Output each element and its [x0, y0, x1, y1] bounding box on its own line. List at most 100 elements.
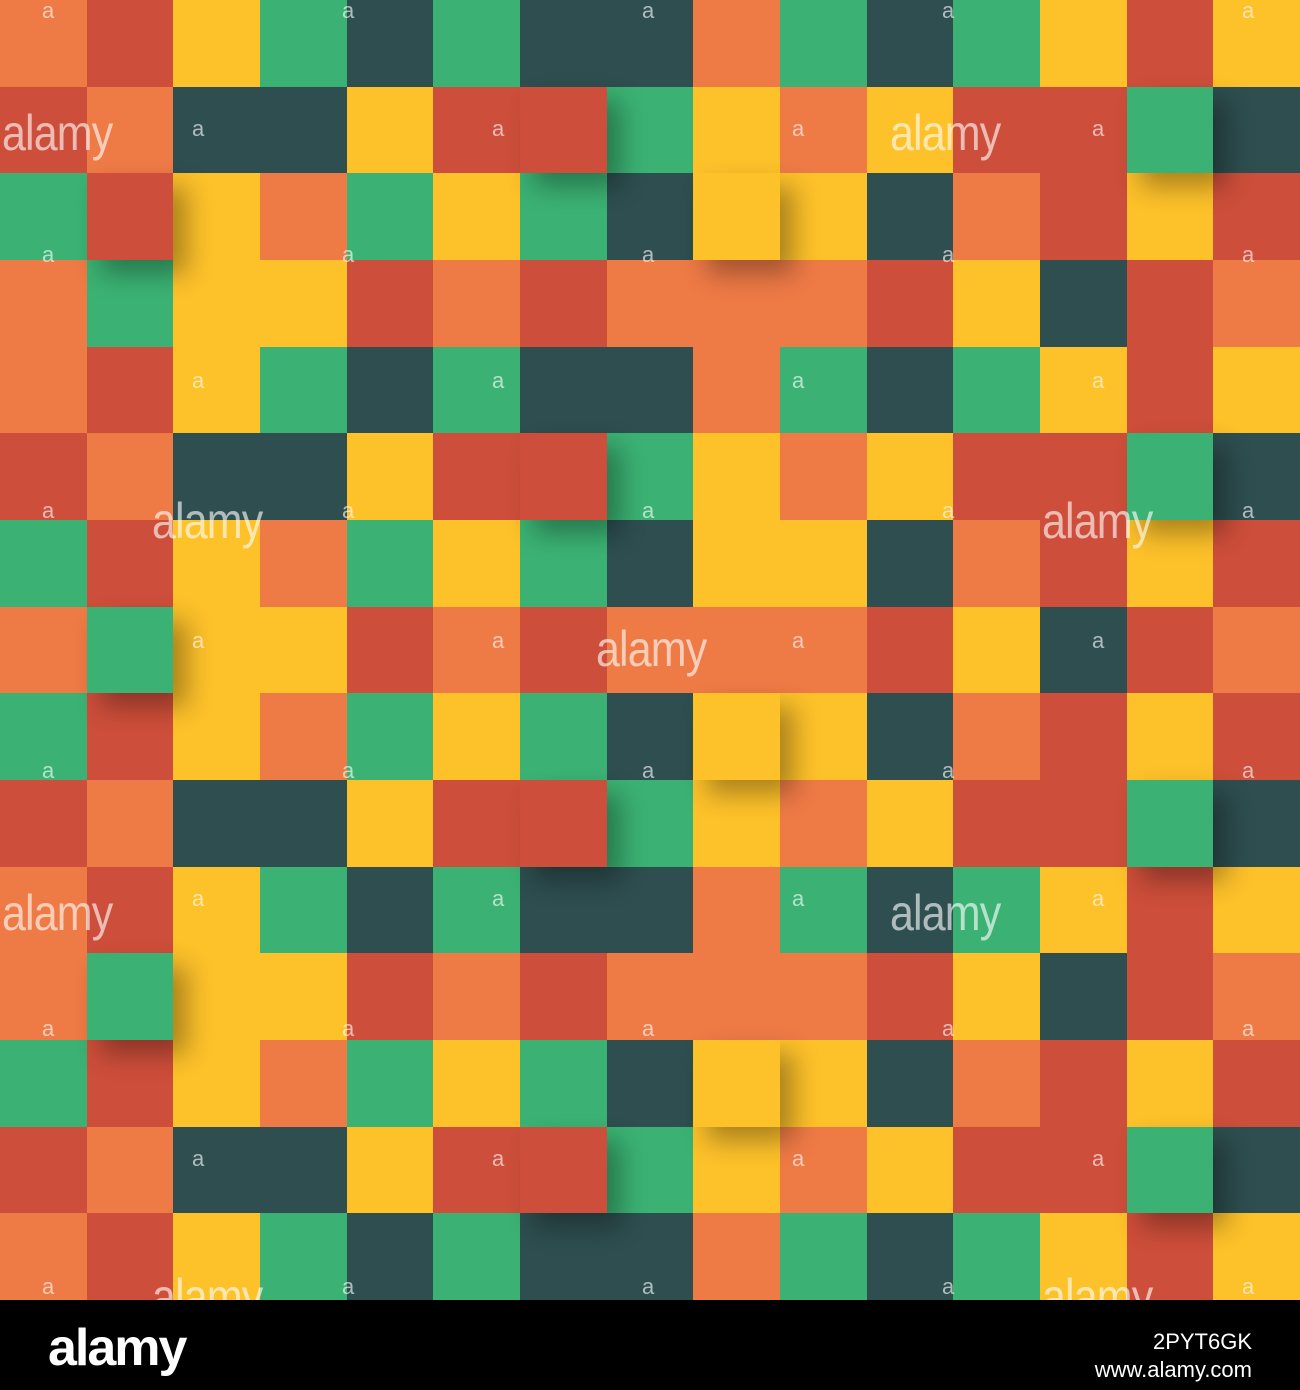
mosaic-tile	[780, 173, 868, 261]
mosaic-tile	[606, 86, 694, 174]
mosaic-tile	[780, 1040, 868, 1128]
mosaic-tile	[693, 520, 781, 608]
mosaic-tile	[1040, 433, 1128, 521]
mosaic-tile	[433, 1213, 521, 1300]
mosaic-tile	[780, 953, 868, 1041]
mosaic-tile	[1213, 606, 1300, 694]
mosaic-tile	[0, 693, 88, 781]
mosaic-tile	[260, 1126, 348, 1214]
mosaic-tile	[953, 953, 1041, 1041]
mosaic-tile	[260, 0, 348, 88]
mosaic-tile	[0, 520, 88, 608]
mosaic-tile	[1040, 780, 1128, 868]
mosaic-tile	[86, 866, 174, 954]
mosaic-tile	[173, 693, 261, 781]
mosaic-tile	[606, 260, 694, 348]
mosaic-tile	[866, 520, 954, 608]
mosaic-tile	[606, 173, 694, 261]
mosaic-tile	[866, 1213, 954, 1300]
mosaic-tile	[866, 346, 954, 434]
mosaic-tile	[433, 693, 521, 781]
mosaic-tile	[260, 693, 348, 781]
raised-tile	[86, 173, 174, 260]
mosaic-tile	[260, 1040, 348, 1128]
mosaic-tile	[1040, 693, 1128, 781]
mosaic-tile	[1040, 606, 1128, 694]
mosaic-tile	[520, 260, 608, 348]
mosaic-tile	[260, 86, 348, 174]
mosaic-tile	[866, 780, 954, 868]
mosaic-tile	[606, 0, 694, 88]
mosaic-tile	[86, 433, 174, 521]
mosaic-tile	[1040, 1040, 1128, 1128]
mosaic-tile	[520, 606, 608, 694]
mosaic-tile	[1040, 953, 1128, 1041]
mosaic-tile	[0, 866, 88, 954]
mosaic-tile	[433, 260, 521, 348]
mosaic-tile	[1213, 1126, 1300, 1214]
mosaic-tile	[86, 0, 174, 88]
mosaic-tile	[86, 1040, 174, 1128]
mosaic-tile	[780, 433, 868, 521]
mosaic-tile	[260, 780, 348, 868]
mosaic-tile	[780, 606, 868, 694]
mosaic-tile	[953, 260, 1041, 348]
mosaic-tile	[173, 86, 261, 174]
mosaic-tile	[260, 953, 348, 1041]
mosaic-tile	[260, 520, 348, 608]
mosaic-tile	[173, 953, 261, 1041]
mosaic-tile	[520, 953, 608, 1041]
mosaic-tile	[693, 0, 781, 88]
mosaic-tile	[173, 866, 261, 954]
mosaic-tile	[780, 86, 868, 174]
mosaic-tile	[1126, 866, 1214, 954]
mosaic-tile	[693, 346, 781, 434]
mosaic-tile	[260, 173, 348, 261]
mosaic-tile	[520, 1040, 608, 1128]
mosaic-tile	[173, 780, 261, 868]
mosaic-tile	[780, 260, 868, 348]
mosaic-tile	[433, 0, 521, 88]
mosaic-tile	[260, 433, 348, 521]
mosaic-tile	[693, 433, 781, 521]
mosaic-tile	[0, 780, 88, 868]
mosaic-tile	[1040, 86, 1128, 174]
mosaic-tile	[86, 346, 174, 434]
mosaic-tile	[346, 1040, 434, 1128]
mosaic-tile	[346, 0, 434, 88]
mosaic-tile	[1126, 953, 1214, 1041]
mosaic-tile	[953, 433, 1041, 521]
mosaic-tile	[346, 953, 434, 1041]
mosaic-tile	[606, 520, 694, 608]
mosaic-tile	[173, 346, 261, 434]
mosaic-tile	[260, 260, 348, 348]
mosaic-tile	[780, 520, 868, 608]
mosaic-tile	[953, 1126, 1041, 1214]
raised-tile	[86, 953, 174, 1040]
mosaic-tile	[953, 346, 1041, 434]
mosaic-tile	[1213, 520, 1300, 608]
mosaic-tile	[693, 260, 781, 348]
raised-tile	[520, 86, 607, 174]
image-id-block: 2PYT6GK www.alamy.com	[1095, 1328, 1252, 1383]
mosaic-tile	[866, 86, 954, 174]
mosaic-tile	[520, 693, 608, 781]
mosaic-tile	[1213, 173, 1300, 261]
mosaic-tile	[953, 173, 1041, 261]
mosaic-tile	[0, 606, 88, 694]
mosaic-tile	[346, 260, 434, 348]
raised-tile	[1126, 1126, 1214, 1214]
mosaic-tile	[433, 520, 521, 608]
mosaic-tile	[173, 1126, 261, 1214]
mosaic-tile	[520, 346, 608, 434]
mosaic-tile	[433, 606, 521, 694]
raised-tile	[520, 1126, 607, 1214]
mosaic-tile	[173, 260, 261, 348]
mosaic-tile	[780, 1213, 868, 1300]
mosaic-tile	[0, 1040, 88, 1128]
mosaic-tile	[173, 0, 261, 88]
mosaic-tile	[260, 1213, 348, 1300]
mosaic-tile	[173, 606, 261, 694]
mosaic-tile	[1040, 866, 1128, 954]
mosaic-tile	[86, 1213, 174, 1300]
